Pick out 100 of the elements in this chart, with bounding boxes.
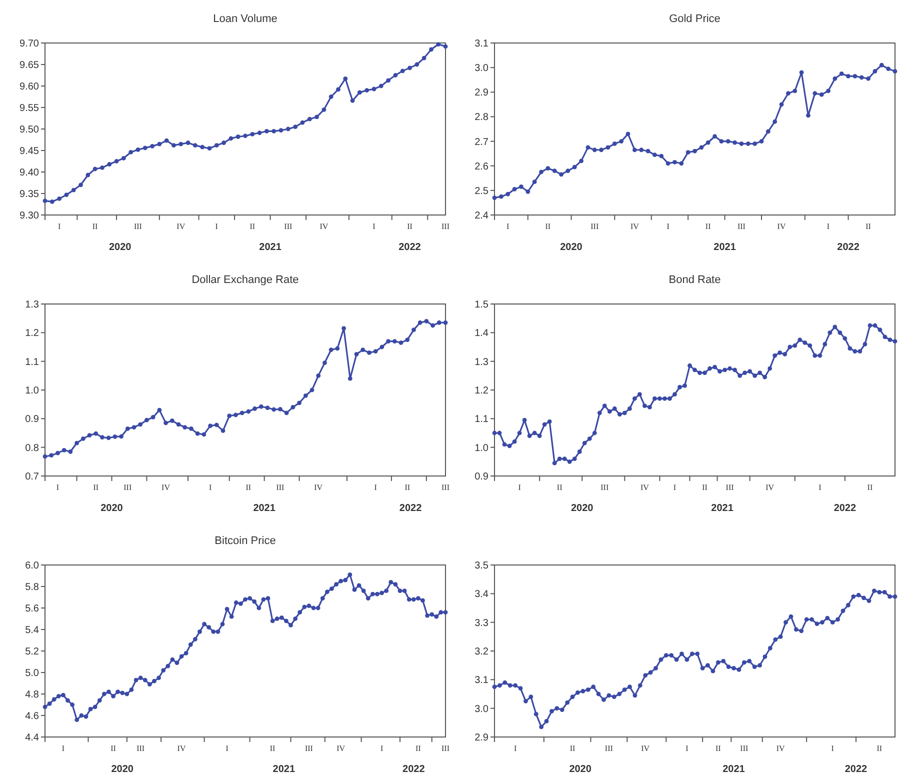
x-tick-label: III: [276, 483, 285, 492]
point: [207, 146, 212, 151]
x-tick-label: II: [416, 744, 422, 753]
text: 2020: [108, 242, 132, 253]
point: [136, 147, 140, 152]
point: [50, 199, 54, 204]
x-tick-label: I: [226, 744, 229, 753]
x-tick-label: III: [124, 483, 132, 492]
point: [286, 126, 290, 132]
x-tick-label: IV: [177, 744, 186, 753]
y-tick-label: 4.8: [25, 690, 40, 700]
point: [107, 162, 112, 166]
point: [150, 144, 154, 148]
x-tick-label: II: [246, 483, 252, 492]
chart-title: Gold Price: [669, 13, 720, 25]
y-tick-label: 1.2: [25, 328, 40, 340]
x-tick-label: II: [545, 222, 551, 231]
point: [372, 86, 376, 92]
x-tick-label: II: [556, 483, 563, 492]
x-tick-label: I: [686, 744, 689, 753]
text: 2021: [714, 242, 736, 253]
x-tick-label: II: [404, 483, 410, 492]
x-tick-label: IV: [336, 744, 346, 753]
x-tick-label: III: [284, 222, 292, 231]
y-tick-label: 6.0: [25, 560, 40, 572]
point: [250, 132, 255, 136]
point: [300, 120, 305, 125]
x-tick-label: I: [818, 483, 822, 492]
point: [222, 140, 226, 145]
point: [172, 143, 176, 148]
text: 2021: [259, 242, 282, 253]
x-tick-label: II: [93, 483, 99, 492]
x-tick-label: I: [58, 222, 61, 231]
point: [257, 130, 262, 136]
y-tick-label: 3.2: [474, 646, 489, 658]
text: 2022: [837, 242, 860, 253]
point: [86, 172, 90, 178]
y-tick-label: 0.7: [25, 472, 40, 482]
x-tick-label: IV: [314, 483, 323, 492]
point: [200, 144, 205, 150]
y-tick-label: 1.3: [25, 300, 40, 310]
x-tick-label: I: [215, 222, 218, 231]
y-tick-label: 9.65: [20, 60, 40, 71]
point: [307, 116, 312, 122]
point: [436, 42, 441, 46]
point: [100, 166, 104, 170]
y-tick-label: 0.9: [25, 414, 40, 426]
x-tick-label: IV: [162, 483, 170, 492]
point: [192, 143, 198, 148]
x-tick-label: I: [62, 744, 65, 753]
y-tick-label: 1.3: [474, 356, 489, 368]
point: [92, 166, 98, 172]
x-tick-label: III: [726, 483, 734, 492]
x-tick-label: II: [407, 222, 413, 231]
y-tick-label: 3.0: [474, 63, 489, 74]
text: 2020: [100, 503, 124, 514]
x-tick-label: IV: [320, 222, 328, 231]
x-tick-label: I: [56, 483, 60, 492]
point: [78, 182, 83, 188]
point: [142, 146, 148, 150]
x-tick-label: I: [372, 222, 376, 231]
x-tick-label: I: [514, 744, 517, 753]
point: [357, 90, 362, 95]
point: [164, 138, 169, 143]
y-tick-label: 5.4: [25, 625, 40, 636]
point: [236, 134, 240, 139]
x-tick-label: III: [442, 744, 450, 753]
point: [128, 150, 134, 154]
y-tick-label: 1.0: [474, 442, 489, 454]
x-tick-label: I: [506, 222, 510, 231]
point: [178, 142, 184, 146]
y-tick-label: 5.2: [25, 646, 40, 658]
x-tick-label: I: [666, 222, 670, 231]
y-tick-label: 5.0: [25, 668, 40, 679]
text: 2020: [111, 764, 134, 775]
y-tick-label: 1.1: [474, 414, 489, 426]
point: [57, 196, 62, 201]
x-tick-label: IV: [630, 222, 640, 231]
text: 2022: [844, 764, 868, 775]
x-tick-label: II: [866, 222, 872, 231]
x-tick-label: II: [570, 744, 576, 753]
point: [228, 136, 234, 141]
y-tick-label: 0.9: [474, 472, 489, 482]
x-tick-label: I: [518, 483, 522, 492]
point: [400, 68, 405, 74]
y-tick-label: 3.3: [474, 618, 489, 629]
point: [408, 66, 412, 70]
point: [350, 98, 355, 103]
point: [343, 76, 348, 81]
x-tick-label: IV: [176, 222, 186, 231]
x-tick-label: II: [92, 222, 98, 231]
y-tick-label: 9.30: [20, 210, 40, 222]
point: [42, 198, 48, 204]
point: [264, 128, 269, 134]
point: [336, 87, 340, 92]
y-tick-label: 0.8: [25, 442, 40, 454]
y-tick-label: 2.6: [474, 161, 489, 172]
x-tick-label: III: [590, 222, 599, 231]
x-tick-label: III: [442, 222, 450, 231]
point: [272, 128, 276, 134]
